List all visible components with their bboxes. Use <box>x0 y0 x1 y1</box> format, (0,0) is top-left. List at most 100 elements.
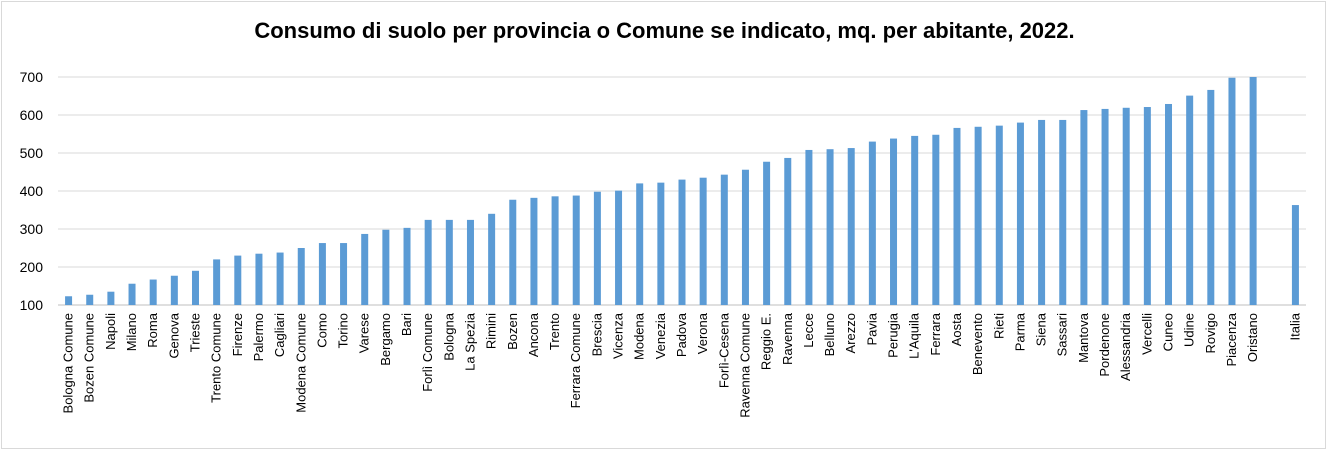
x-tick-label: Napoli <box>103 313 118 350</box>
bar <box>255 253 263 305</box>
x-tick-label: Belluno <box>822 313 837 356</box>
bar <box>1059 119 1067 305</box>
bar <box>318 243 326 305</box>
x-tick-label: Italia <box>1287 312 1302 340</box>
bar <box>361 233 369 305</box>
bar <box>1228 77 1236 305</box>
x-tick-label: Genova <box>166 312 181 358</box>
bar <box>1143 107 1151 306</box>
bar <box>847 148 855 305</box>
bar <box>720 174 728 305</box>
y-tick-label: 100 <box>20 297 44 313</box>
x-tick-label: Como <box>314 313 329 348</box>
x-tick-label: Rovigo <box>1203 313 1218 353</box>
y-tick-label: 600 <box>20 107 44 123</box>
y-tick-label: 700 <box>20 69 44 85</box>
x-tick-label: Modena <box>632 312 647 360</box>
bar <box>65 296 73 305</box>
x-tick-label: Varese <box>357 313 372 353</box>
x-tick-label: Benevento <box>970 313 985 375</box>
bar <box>995 125 1003 305</box>
bar <box>170 275 178 305</box>
bar <box>763 161 771 305</box>
x-tick-label: Padova <box>674 312 689 357</box>
bar <box>911 135 919 305</box>
bar <box>699 177 707 305</box>
x-tick-label: Perugia <box>886 312 901 358</box>
x-tick-label: Rieti <box>991 313 1006 339</box>
bar <box>636 183 644 305</box>
bar <box>403 227 411 305</box>
x-tick-label: Firenze <box>230 313 245 356</box>
bar <box>1101 108 1109 305</box>
bar <box>297 248 305 305</box>
bar <box>551 196 559 305</box>
x-tick-label: Arezzo <box>843 313 858 353</box>
x-tick-label: Vicenza <box>611 312 626 359</box>
x-tick-label: Trento <box>547 313 562 350</box>
x-tick-label: Ravenna <box>780 312 795 365</box>
x-tick-label: Aosta <box>949 312 964 346</box>
bar <box>593 191 601 305</box>
x-tick-label: Trieste <box>187 313 202 352</box>
bar <box>1038 119 1046 305</box>
bar <box>488 213 496 305</box>
x-tick-label: Siena <box>1034 312 1049 346</box>
chart-title: Consumo di suolo per provincia o Comune … <box>254 18 1075 43</box>
bar <box>128 283 136 305</box>
x-tick-label: Brescia <box>589 312 604 356</box>
bar <box>868 141 876 305</box>
bar <box>530 197 538 305</box>
x-tick-label: Roma <box>145 312 160 347</box>
x-tick-label: Reggio E. <box>759 313 774 370</box>
y-tick-label: 200 <box>20 259 44 275</box>
x-tick-label: Trento Comune <box>209 313 224 403</box>
x-tick-label: Pordenone <box>1097 313 1112 377</box>
x-tick-label: Cagliari <box>272 313 287 357</box>
x-tick-label: Modena Comune <box>293 313 308 413</box>
x-tick-label: Milano <box>124 313 139 351</box>
bar <box>657 182 665 305</box>
y-tick-label: 300 <box>20 221 44 237</box>
bar <box>572 195 580 305</box>
x-tick-label: Forlì Comune <box>420 313 435 392</box>
bar <box>213 259 221 305</box>
x-tick-label: Torino <box>336 313 351 348</box>
x-tick-label: Venezia <box>653 312 668 359</box>
bar <box>424 219 432 305</box>
bar <box>509 199 517 305</box>
bar <box>340 243 348 305</box>
x-tick-label: Bozen <box>505 313 520 350</box>
x-tick-label: Oristano <box>1245 313 1260 362</box>
x-tick-label: Alessandria <box>1118 312 1133 381</box>
x-tick-label: Forlì-Cesena <box>716 312 731 388</box>
bar <box>234 255 242 305</box>
x-tick-label: Ferrara <box>928 312 943 355</box>
x-tick-label: Mantova <box>1076 312 1091 363</box>
bar <box>191 270 199 305</box>
x-tick-label: Bozen Comune <box>82 313 97 403</box>
bar <box>1016 122 1024 305</box>
x-tick-label: Udine <box>1182 313 1197 347</box>
bar <box>1165 103 1173 305</box>
x-tick-label: Bergamo <box>378 313 393 366</box>
x-tick-label: Vercelli <box>1139 313 1154 355</box>
bar <box>107 291 115 305</box>
x-tick-label: Ferrara Comune <box>568 313 583 408</box>
x-tick-label: Palermo <box>251 313 266 361</box>
bar <box>1080 110 1088 305</box>
bar <box>382 229 390 305</box>
x-tick-label: Verona <box>695 312 710 354</box>
x-tick-label: La Spezia <box>462 312 477 371</box>
bar <box>1186 95 1194 306</box>
x-tick-label: Ancona <box>526 312 541 357</box>
bar <box>784 157 792 305</box>
bar <box>826 149 834 305</box>
bar <box>678 179 686 305</box>
bar <box>741 169 749 305</box>
x-tick-label: Cuneo <box>1161 313 1176 351</box>
x-tick-label: Bologna <box>441 312 456 360</box>
bar <box>974 126 982 305</box>
